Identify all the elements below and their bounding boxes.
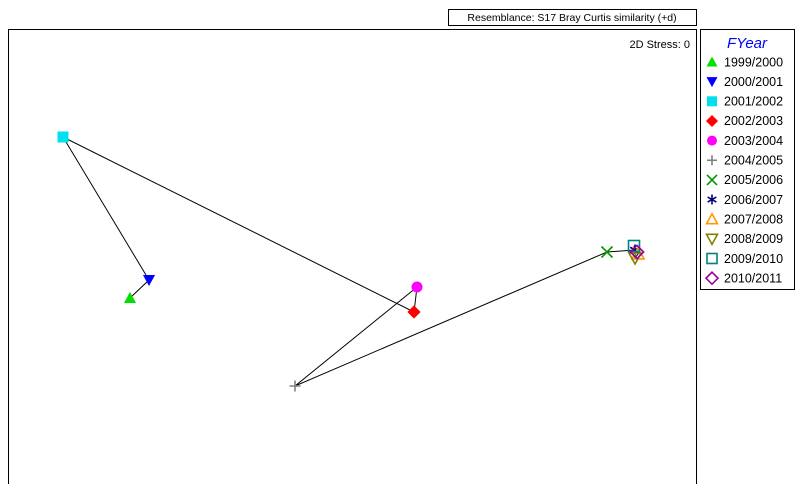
point	[629, 244, 645, 260]
legend-marker	[707, 96, 717, 107]
legend-marker	[707, 155, 717, 166]
legend-marker	[705, 233, 719, 247]
point	[411, 281, 423, 293]
caption-box	[448, 9, 697, 26]
legend-label: 2002/2003	[724, 114, 783, 128]
point	[123, 291, 137, 303]
legend-label: 2006/2007	[724, 193, 783, 207]
legend-label: 2009/2010	[724, 252, 783, 266]
legend-marker	[706, 114, 718, 127]
legend-label: 2010/2011	[724, 271, 782, 285]
legend-label: 2005/2006	[724, 173, 783, 187]
legend-marker	[704, 271, 720, 286]
legend-label: 1999/2000	[724, 55, 783, 69]
legend-marker	[706, 252, 718, 265]
legend-label: 2000/2001	[724, 75, 783, 89]
legend-title: FYear	[727, 35, 768, 52]
trajectory-line	[61, 135, 639, 387]
point	[57, 131, 69, 143]
legend-label: 2003/2004	[724, 134, 783, 148]
point	[407, 305, 421, 319]
legend-marker	[707, 194, 717, 205]
legend-label: 2007/2008	[724, 212, 783, 226]
point	[289, 380, 301, 392]
legend-box	[700, 29, 795, 290]
legend-marker	[706, 77, 718, 88]
legend-label: 2001/2002	[724, 95, 783, 109]
legend-label: 2008/2009	[724, 232, 783, 246]
legend-label: 2004/2005	[724, 154, 783, 168]
legend-marker	[707, 135, 717, 146]
legend-marker	[705, 212, 719, 225]
caption: Resemblance: S17 Bray Curtis similarity …	[467, 12, 676, 24]
legend-marker	[706, 56, 718, 67]
stress-annotation: 2D Stress: 0	[629, 39, 690, 51]
point	[142, 275, 156, 287]
point	[627, 239, 641, 253]
point	[600, 245, 614, 259]
plot-frame	[8, 29, 697, 484]
legend-marker	[706, 174, 718, 186]
